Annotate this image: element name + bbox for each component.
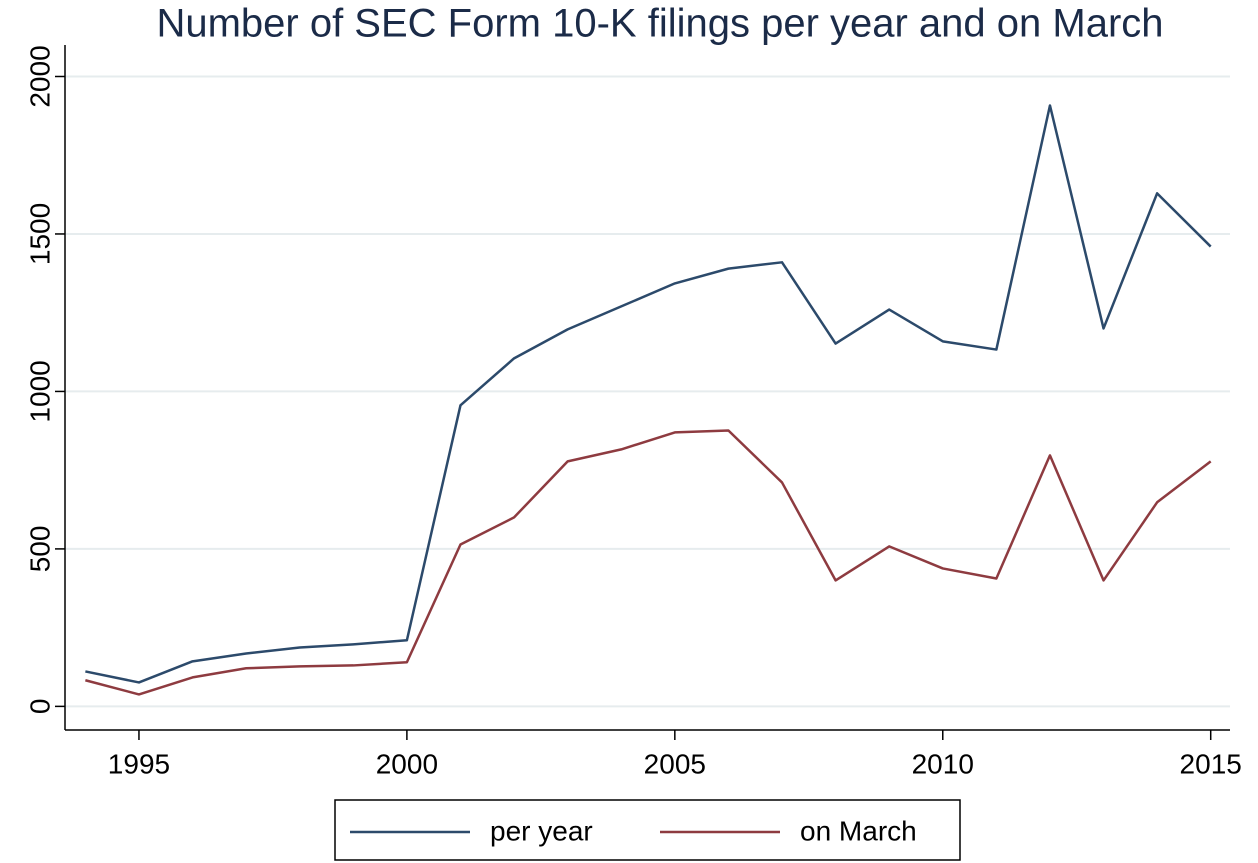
line-series bbox=[85, 104, 1212, 684]
legend-label: per year bbox=[490, 815, 593, 846]
y-tick-label: 0 bbox=[24, 699, 55, 715]
y-tick-label: 1000 bbox=[24, 360, 55, 422]
y-tick-label: 500 bbox=[24, 526, 55, 573]
chart-title: Number of SEC Form 10-K filings per year… bbox=[156, 2, 1163, 46]
x-tick-label: 2010 bbox=[912, 748, 974, 779]
x-tick-label: 2000 bbox=[376, 748, 438, 779]
y-tick-label: 1500 bbox=[24, 203, 55, 265]
x-tick-label: 2005 bbox=[644, 748, 706, 779]
line-series bbox=[85, 429, 1212, 696]
legend-box bbox=[334, 799, 961, 861]
legend-label: on March bbox=[800, 815, 917, 846]
x-tick-label: 2015 bbox=[1180, 748, 1242, 779]
x-tick-label: 1995 bbox=[108, 748, 170, 779]
y-tick-label: 2000 bbox=[24, 45, 55, 107]
